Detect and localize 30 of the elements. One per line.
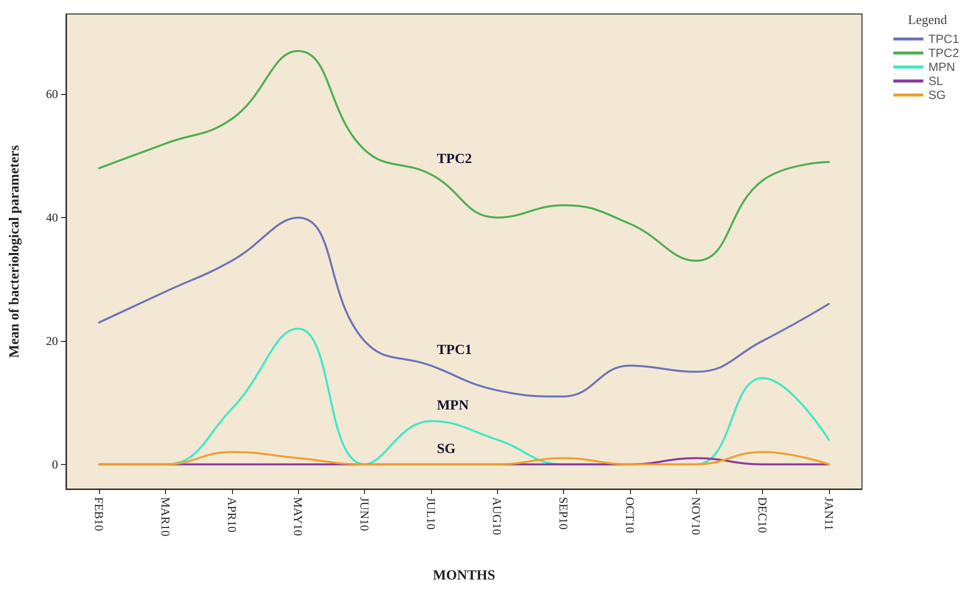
y-tick-label: 60 xyxy=(46,87,58,102)
y-tick-label: 20 xyxy=(46,334,58,348)
legend-label: TPC1 xyxy=(928,32,960,46)
legend-title: Legend xyxy=(908,12,948,27)
y-tick-label: 0 xyxy=(52,457,58,472)
y-axis-title: Mean of bacteriological parameters xyxy=(8,144,22,358)
line-series xyxy=(98,216,830,398)
x-tick-label: AUG10 xyxy=(490,497,504,535)
x-tick-label: APR10 xyxy=(224,497,239,532)
x-tick-label: JAN11 xyxy=(822,497,836,531)
y-tick-label: 40 xyxy=(46,210,58,225)
x-tick-label: SEP10 xyxy=(556,497,570,530)
annotation: SG xyxy=(436,442,456,457)
annotation: TPC2 xyxy=(436,152,472,167)
legend-label: SG xyxy=(928,88,946,102)
legend-label: SL xyxy=(928,74,944,88)
x-tick-label: NOV10 xyxy=(689,497,704,535)
legend-label: MPN xyxy=(928,60,955,74)
x-axis-title: MONTHS xyxy=(432,568,496,584)
x-tick-label: JUL10 xyxy=(424,497,438,530)
x-tick-label: JUN10 xyxy=(358,497,372,532)
x-tick-label: OCT10 xyxy=(622,497,637,533)
line-series xyxy=(98,50,830,262)
x-tick-label: FEB10 xyxy=(92,497,106,532)
annotation: TPC1 xyxy=(436,343,472,358)
annotation: MPN xyxy=(436,398,469,414)
x-tick-label: MAR10 xyxy=(158,497,172,536)
x-tick-label: MAY10 xyxy=(291,497,306,536)
x-tick-label: DEC10 xyxy=(756,497,770,533)
legend-label: TPC2 xyxy=(928,46,960,60)
